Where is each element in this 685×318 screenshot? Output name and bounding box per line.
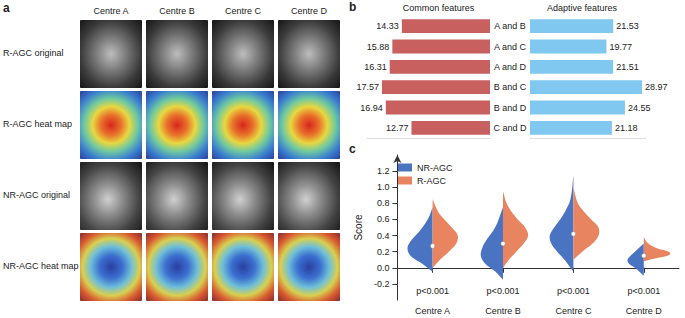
svg-text:0.0: 0.0: [377, 263, 390, 273]
svg-text:Centre B: Centre B: [485, 306, 521, 316]
svg-text:21.18: 21.18: [615, 123, 638, 133]
svg-text:p<0.001: p<0.001: [487, 286, 520, 296]
html-text:R-AGC original: R-AGC original: [3, 48, 64, 58]
svg-text:Score: Score: [353, 214, 364, 241]
svg-text:C and D: C and D: [493, 123, 527, 133]
svg-text:28.97: 28.97: [645, 82, 668, 92]
svg-text:21.53: 21.53: [616, 21, 639, 31]
html-text:Centre C: Centre C: [225, 6, 261, 16]
svg-text:24.55: 24.55: [628, 103, 651, 113]
svg-text:R-AGC: R-AGC: [417, 176, 447, 186]
svg-text:B and D: B and D: [494, 103, 527, 113]
svg-text:21.51: 21.51: [616, 62, 639, 72]
svg-text:B and C: B and C: [494, 82, 527, 92]
svg-text:19.77: 19.77: [609, 42, 632, 52]
svg-text:12.77: 12.77: [386, 123, 409, 133]
svg-text:15.88: 15.88: [367, 42, 390, 52]
html-text:a: a: [3, 1, 10, 15]
svg-text:1.0: 1.0: [377, 182, 390, 192]
svg-text:NR-AGC: NR-AGC: [417, 163, 453, 173]
svg-text:p<0.001: p<0.001: [557, 286, 590, 296]
svg-text:Centre D: Centre D: [626, 306, 663, 316]
html-text:Centre A: Centre A: [93, 6, 129, 16]
svg-text:p<0.001: p<0.001: [627, 286, 660, 296]
svg-text:-0.2: -0.2: [374, 279, 390, 289]
svg-text:A and B: A and B: [494, 21, 526, 31]
html-text:NR-AGC heat map: NR-AGC heat map: [3, 261, 79, 271]
svg-text:A and C: A and C: [494, 42, 527, 52]
svg-text:14.33: 14.33: [376, 21, 399, 31]
svg-text:1.2: 1.2: [377, 166, 390, 176]
svg-text:Centre A: Centre A: [415, 306, 450, 316]
svg-text:0.4: 0.4: [377, 231, 390, 241]
html-text:R-AGC heat map: R-AGC heat map: [3, 119, 72, 129]
svg-text:c: c: [349, 142, 356, 156]
svg-text:Common features: Common features: [403, 3, 475, 13]
svg-text:17.57: 17.57: [356, 82, 379, 92]
svg-text:16.31: 16.31: [364, 62, 387, 72]
svg-text:0.2: 0.2: [377, 247, 390, 257]
svg-text:0.8: 0.8: [377, 198, 390, 208]
html-text:Centre B: Centre B: [159, 6, 195, 16]
svg-text:p<0.001: p<0.001: [416, 286, 449, 296]
html-text:NR-AGC original: NR-AGC original: [3, 190, 70, 200]
svg-text:Centre C: Centre C: [555, 306, 592, 316]
svg-text:16.94: 16.94: [360, 103, 383, 113]
svg-text:Adaptive features: Adaptive features: [547, 3, 618, 13]
html-text:Centre D: Centre D: [291, 6, 327, 16]
svg-text:A and D: A and D: [494, 62, 527, 72]
svg-text:b: b: [349, 0, 356, 14]
svg-text:0.6: 0.6: [377, 214, 390, 224]
